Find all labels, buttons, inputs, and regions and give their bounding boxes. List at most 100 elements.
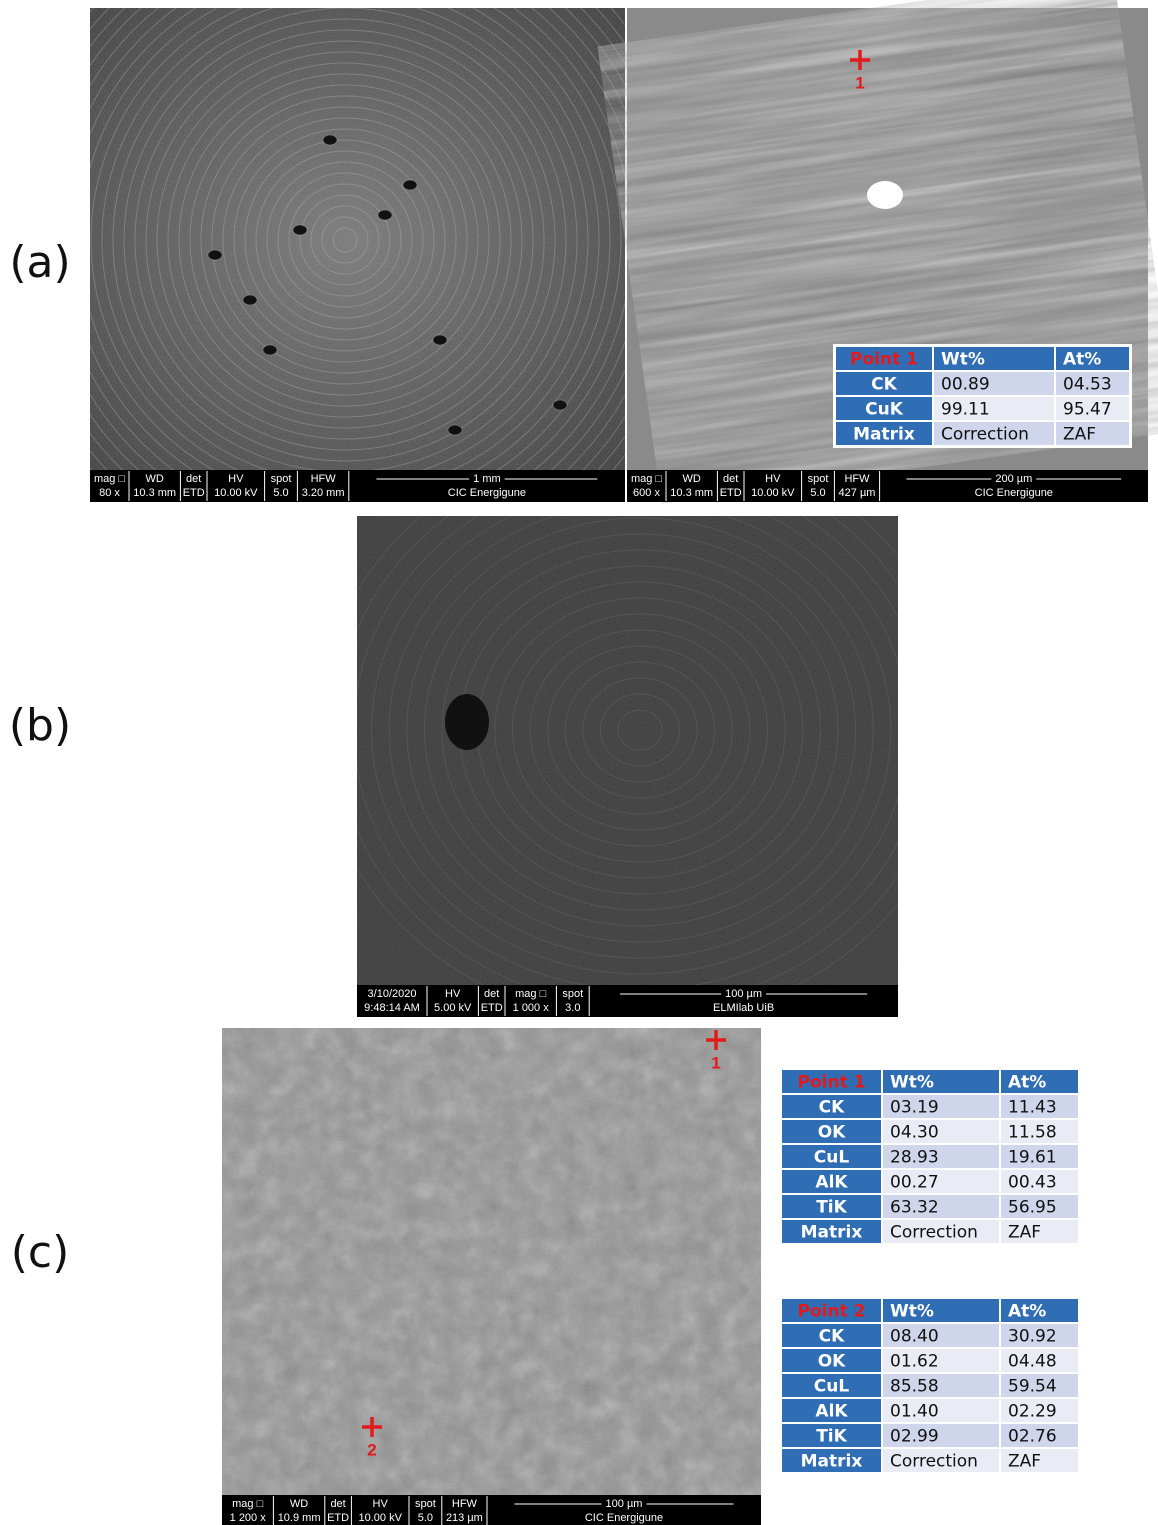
info-field-name: spot	[808, 473, 829, 485]
info-field-value: 5.0	[810, 487, 825, 499]
info-field-value: 3.20 mm	[302, 487, 345, 499]
table-cell-text: 95.47	[1063, 400, 1112, 420]
table-cell-text: TiK	[816, 1198, 847, 1218]
table-cell-text: 30.92	[1008, 1327, 1057, 1347]
table-cell-text: 85.58	[890, 1377, 939, 1397]
table-cell-text: 02.76	[1008, 1427, 1057, 1447]
info-field-value: 80 x	[99, 487, 120, 499]
table-cell-text: 04.30	[890, 1123, 939, 1143]
info-field-name: mag □	[232, 1498, 263, 1510]
info-field-name: det	[186, 473, 201, 485]
scale-bar-label: 100 µm	[725, 988, 762, 1000]
info-field-name: spot	[562, 988, 583, 1000]
table-cell-text: 28.93	[890, 1148, 939, 1168]
point-label: 1	[711, 1053, 720, 1072]
table-cell-text: 11.58	[1008, 1123, 1057, 1143]
table-header: Wt%	[890, 1302, 934, 1322]
info-field-value: ETD	[327, 1512, 349, 1524]
panel-label: (c)	[11, 1227, 70, 1278]
table-cell-text: 03.19	[890, 1098, 939, 1118]
table-cell-text: 02.99	[890, 1427, 939, 1447]
table-cell-text: CuK	[865, 400, 904, 420]
info-field-name: mag □	[94, 473, 125, 485]
sem-image-c	[222, 1028, 761, 1495]
scale-bar-label: 1 mm	[473, 473, 501, 485]
table-cell-text: 56.95	[1008, 1198, 1057, 1218]
lab-name: ELMIlab UiB	[713, 1002, 774, 1014]
table-cell-text: Matrix	[801, 1223, 863, 1243]
scale-bar-label: 100 µm	[606, 1498, 643, 1510]
table-cell-text: CK	[871, 375, 897, 395]
table-cell-text: CuL	[814, 1148, 850, 1168]
point-label: 1	[855, 73, 864, 92]
table-cell-text: 59.54	[1008, 1377, 1057, 1397]
info-field-value: ETD	[481, 1002, 503, 1014]
info-field-name: spot	[415, 1498, 436, 1510]
info-field-value: 5.0	[418, 1512, 433, 1524]
info-field-name: WD	[290, 1498, 308, 1510]
table-header: At%	[1008, 1073, 1046, 1093]
table-cell-text: ZAF	[1008, 1452, 1041, 1472]
table-header: At%	[1008, 1302, 1046, 1322]
info-field-value: 427 µm	[839, 487, 876, 499]
table-cell-text: TiK	[816, 1427, 847, 1447]
info-field-value: 10.00 kV	[214, 487, 258, 499]
table-cell-text: ZAF	[1008, 1223, 1041, 1243]
table-header: Point 1	[798, 1073, 866, 1093]
info-field-value: 10.00 kV	[751, 487, 795, 499]
info-field-name: mag □	[631, 473, 662, 485]
table-cell-text: Correction	[941, 425, 1029, 445]
table-header: Wt%	[941, 350, 985, 370]
info-field-value: 600 x	[633, 487, 660, 499]
table-cell-text: ZAF	[1063, 425, 1096, 445]
table-cell-text: 02.29	[1008, 1402, 1057, 1422]
table-cell-text: 00.89	[941, 375, 990, 395]
info-field-name: mag □	[515, 988, 546, 1000]
table-cell-text: 99.11	[941, 400, 990, 420]
lab-name: CIC Energigune	[448, 487, 526, 499]
info-field-name: HFW	[844, 473, 870, 485]
lab-name: CIC Energigune	[585, 1512, 663, 1524]
table-cell-text: 00.27	[890, 1173, 939, 1193]
info-field-name: det	[723, 473, 738, 485]
info-field-value: 10.3 mm	[670, 487, 713, 499]
info-field-name: spot	[271, 473, 292, 485]
table-header: Wt%	[890, 1073, 934, 1093]
table-cell-text: Correction	[890, 1452, 978, 1472]
info-field-name: HV	[228, 473, 244, 485]
table-cell-text: CK	[819, 1327, 845, 1347]
info-field-value: 10.3 mm	[133, 487, 176, 499]
info-field-value: ETD	[183, 487, 205, 499]
table-cell-text: AlK	[815, 1173, 848, 1193]
scale-bar-label: 200 µm	[995, 473, 1032, 485]
info-field-value: 3.0	[565, 1002, 580, 1014]
info-field-value: 213 µm	[446, 1512, 483, 1524]
table-cell-text: CK	[819, 1098, 845, 1118]
info-field-name: HV	[373, 1498, 389, 1510]
table-cell-text: 19.61	[1008, 1148, 1057, 1168]
lab-name: CIC Energigune	[975, 487, 1053, 499]
sem-image-b	[319, 438, 961, 1022]
info-field-value: 5.00 kV	[434, 1002, 472, 1014]
figure: (a)(b)(c)mag □80 xWD10.3 mmdetETDHV10.00…	[0, 0, 1158, 1525]
table-cell-text: 04.48	[1008, 1352, 1057, 1372]
info-field-name: det	[330, 1498, 345, 1510]
info-field-name: HV	[445, 988, 461, 1000]
table-cell-text: AlK	[815, 1402, 848, 1422]
info-field-name: det	[484, 988, 499, 1000]
info-field-name: WD	[683, 473, 701, 485]
info-field-value: 5.0	[273, 487, 288, 499]
panel-label: (b)	[9, 700, 71, 751]
info-field-name: HFW	[452, 1498, 478, 1510]
table-cell-text: 01.40	[890, 1402, 939, 1422]
table-cell-text: 08.40	[890, 1327, 939, 1347]
info-field-value: ETD	[720, 487, 742, 499]
info-field-name: HV	[765, 473, 781, 485]
table-cell-text: 01.62	[890, 1352, 939, 1372]
table-header: Point 1	[850, 350, 918, 370]
table-cell-text: Correction	[890, 1223, 978, 1243]
table-header: At%	[1063, 350, 1101, 370]
info-field-value: 1 200 x	[230, 1512, 267, 1524]
table-cell-text: 00.43	[1008, 1173, 1057, 1193]
point-label: 2	[367, 1440, 376, 1459]
